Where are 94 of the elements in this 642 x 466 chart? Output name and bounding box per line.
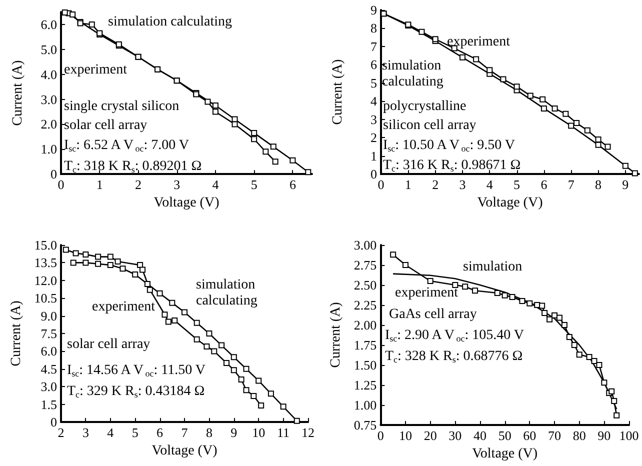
y-tick-label: 0 bbox=[50, 166, 57, 182]
x-tick-label: 3 bbox=[82, 425, 89, 440]
x-axis-title: Voltage (V) bbox=[477, 196, 544, 210]
x-tick-label: 9 bbox=[230, 425, 238, 440]
y-tick-label: 13.5 bbox=[34, 255, 57, 270]
y-tick-label: 8 bbox=[370, 20, 377, 36]
annotation: GaAs cell array bbox=[389, 307, 477, 322]
x-tick-label: 100 bbox=[619, 428, 639, 443]
x-tick-label: 60 bbox=[523, 428, 536, 443]
x-tick-label: 2 bbox=[134, 177, 142, 192]
x-axis-title: Voltage (V) bbox=[472, 446, 538, 462]
x-tick-label: 6 bbox=[540, 177, 548, 192]
y-tick-label: 1.25 bbox=[354, 378, 377, 392]
x-tick-label: 30 bbox=[448, 428, 462, 443]
x-tick-label: 6 bbox=[289, 177, 296, 192]
y-tick-label: 6.0 bbox=[40, 344, 57, 359]
x-tick-label: 9 bbox=[622, 177, 629, 192]
y-tick-label: 5.0 bbox=[40, 42, 57, 57]
y-tick-label: 7 bbox=[370, 38, 378, 54]
series-label: experiment bbox=[64, 62, 128, 78]
y-tick-label: 2.00 bbox=[354, 318, 377, 332]
y-axis-title: Current (A) bbox=[328, 302, 344, 368]
y-tick-label: 2.50 bbox=[354, 278, 377, 292]
y-tick-label: 2.25 bbox=[354, 298, 377, 312]
y-axis-title: Current (A) bbox=[8, 300, 24, 366]
y-tick-label: 2.0 bbox=[40, 116, 57, 132]
y-tick-label: 15.0 bbox=[34, 238, 57, 252]
y-tick-label: 6.0 bbox=[40, 16, 57, 32]
x-tick-label: 20 bbox=[424, 428, 437, 443]
y-tick-label: 1.00 bbox=[354, 398, 377, 412]
x-tick-label: 5 bbox=[514, 177, 520, 192]
y-axis-title: Current (A) bbox=[10, 60, 26, 126]
x-tick-label: 3 bbox=[459, 177, 466, 192]
x-axis-title: Voltage (V) bbox=[154, 196, 220, 210]
y-tick-label: 1.50 bbox=[354, 358, 377, 372]
x-tick-label: 80 bbox=[572, 428, 586, 443]
y-tick-label: 3.00 bbox=[354, 238, 377, 252]
y-tick-label: 9 bbox=[370, 2, 377, 18]
x-tick-label: 5 bbox=[132, 425, 138, 440]
series-label: simulation bbox=[463, 260, 522, 274]
x-tick-label: 7 bbox=[568, 177, 575, 192]
y-tick-label: 2 bbox=[370, 130, 377, 146]
x-tick-label: 70 bbox=[548, 428, 561, 443]
series-label: experiment bbox=[92, 300, 156, 314]
y-tick-label: 3 bbox=[370, 112, 377, 127]
series-label: simulation calculating bbox=[108, 14, 232, 30]
x-tick-label: 4 bbox=[107, 425, 114, 440]
annotation: solar cell array bbox=[67, 337, 150, 352]
y-tick-label: 3.0 bbox=[40, 379, 57, 394]
series-label: experiment bbox=[395, 286, 458, 300]
y-tick-label: 3.0 bbox=[40, 92, 57, 107]
y-tick-label: 12.0 bbox=[34, 272, 57, 288]
y-tick-label: 5 bbox=[370, 75, 377, 90]
series-label: simulation calculating bbox=[382, 58, 445, 90]
y-tick-label: 4.0 bbox=[40, 66, 57, 82]
y-tick-label: 1.5 bbox=[40, 396, 57, 412]
x-tick-label: 40 bbox=[473, 428, 486, 443]
y-tick-label: 4 bbox=[370, 94, 378, 109]
x-tick-label: 7 bbox=[181, 425, 188, 440]
y-tick-label: 6 bbox=[370, 57, 378, 72]
y-tick-label: 0.75 bbox=[354, 418, 377, 432]
y-tick-label: 10.5 bbox=[34, 290, 57, 306]
x-tick-label: 10 bbox=[398, 428, 412, 443]
x-tick-label: 11 bbox=[277, 425, 290, 440]
y-tick-label: 0 bbox=[370, 166, 377, 182]
x-tick-label: 1 bbox=[404, 177, 412, 192]
x-tick-label: 50 bbox=[498, 428, 512, 443]
y-tick-label: 0 bbox=[50, 414, 57, 430]
x-tick-label: 1 bbox=[96, 177, 103, 192]
x-axis-title: Voltage (V) bbox=[152, 443, 218, 458]
y-tick-label: 1 bbox=[370, 148, 377, 164]
y-tick-label: 4.5 bbox=[40, 361, 57, 376]
x-tick-label: 90 bbox=[598, 428, 611, 443]
series-label: simulation calculating bbox=[196, 278, 259, 308]
x-tick-label: 4 bbox=[486, 177, 494, 192]
y-tick-label: 1.75 bbox=[354, 338, 377, 352]
x-tick-label: 8 bbox=[206, 425, 212, 440]
x-tick-label: 10 bbox=[252, 425, 266, 440]
x-tick-label: 8 bbox=[595, 177, 602, 192]
annotation: single crystal silicon bbox=[64, 99, 180, 114]
y-tick-label: 9.0 bbox=[40, 308, 57, 324]
x-tick-label: 5 bbox=[250, 177, 258, 192]
y-tick-label: 2.75 bbox=[354, 258, 377, 272]
x-tick-label: 2 bbox=[432, 177, 439, 192]
series-label: experiment bbox=[447, 34, 510, 50]
x-tick-label: 6 bbox=[156, 425, 164, 440]
y-tick-label: 1.0 bbox=[40, 142, 57, 157]
x-tick-label: 4 bbox=[212, 177, 220, 192]
annotation: polycrystalline silicon cell array bbox=[383, 99, 476, 133]
x-tick-label: 12 bbox=[302, 425, 314, 440]
annotation: solar cell array bbox=[64, 118, 148, 133]
y-tick-label: 7.5 bbox=[40, 326, 57, 341]
x-tick-label: 3 bbox=[174, 177, 180, 192]
y-axis-title: Current (A) bbox=[330, 58, 346, 125]
